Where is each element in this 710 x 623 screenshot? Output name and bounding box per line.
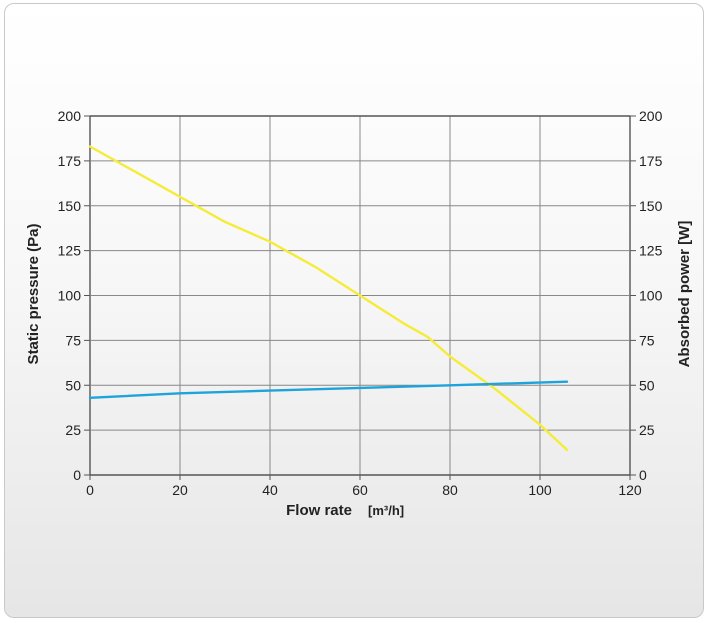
y-right-tick-label: 125 bbox=[639, 243, 663, 259]
x-tick-label: 120 bbox=[618, 482, 642, 498]
x-tick-label: 100 bbox=[528, 482, 552, 498]
y-right-tick-label: 25 bbox=[639, 422, 655, 438]
y-left-tick-label: 50 bbox=[65, 377, 81, 393]
x-axis-title: Flow rate bbox=[286, 502, 352, 519]
x-tick-labels: 0 20 40 60 80 100 120 bbox=[86, 482, 642, 498]
series-group bbox=[88, 145, 569, 452]
y-right-tick-label: 75 bbox=[639, 332, 655, 348]
absorbed-power-line bbox=[88, 380, 569, 399]
y-right-tick-label: 0 bbox=[639, 467, 647, 483]
grid bbox=[84, 115, 636, 480]
y-right-tick-label: 50 bbox=[639, 377, 655, 393]
y-left-tick-label: 200 bbox=[58, 108, 82, 124]
y-left-axis-title: Static pressure (Pa) bbox=[25, 224, 42, 365]
x-axis-unit: [m³/h] bbox=[368, 503, 404, 518]
y-left-tick-label: 150 bbox=[58, 198, 82, 214]
y-left-tick-label: 0 bbox=[73, 467, 81, 483]
x-tick-label: 20 bbox=[172, 482, 188, 498]
x-tick-label: 0 bbox=[86, 482, 94, 498]
x-tick-label: 80 bbox=[442, 482, 458, 498]
x-tick-label: 60 bbox=[352, 482, 368, 498]
y-right-tick-label: 175 bbox=[639, 153, 663, 169]
y-right-axis-title: Absorbed power [W] bbox=[676, 221, 693, 368]
y-right-tick-label: 100 bbox=[639, 288, 663, 304]
y-left-tick-label: 175 bbox=[58, 153, 82, 169]
y-right-tick-label: 200 bbox=[639, 108, 663, 124]
static-pressure-line bbox=[88, 145, 569, 452]
x-tick-label: 40 bbox=[262, 482, 278, 498]
y-left-tick-labels: 0 25 50 75 100 125 150 175 200 bbox=[58, 108, 82, 483]
y-left-tick-label: 125 bbox=[58, 243, 82, 259]
y-left-tick-label: 25 bbox=[65, 422, 81, 438]
y-right-tick-labels: 0 25 50 75 100 125 150 175 200 bbox=[639, 108, 663, 483]
y-right-tick-label: 150 bbox=[639, 198, 663, 214]
chart-card bbox=[4, 3, 704, 618]
y-left-tick-label: 75 bbox=[65, 332, 81, 348]
y-left-tick-label: 100 bbox=[58, 288, 82, 304]
